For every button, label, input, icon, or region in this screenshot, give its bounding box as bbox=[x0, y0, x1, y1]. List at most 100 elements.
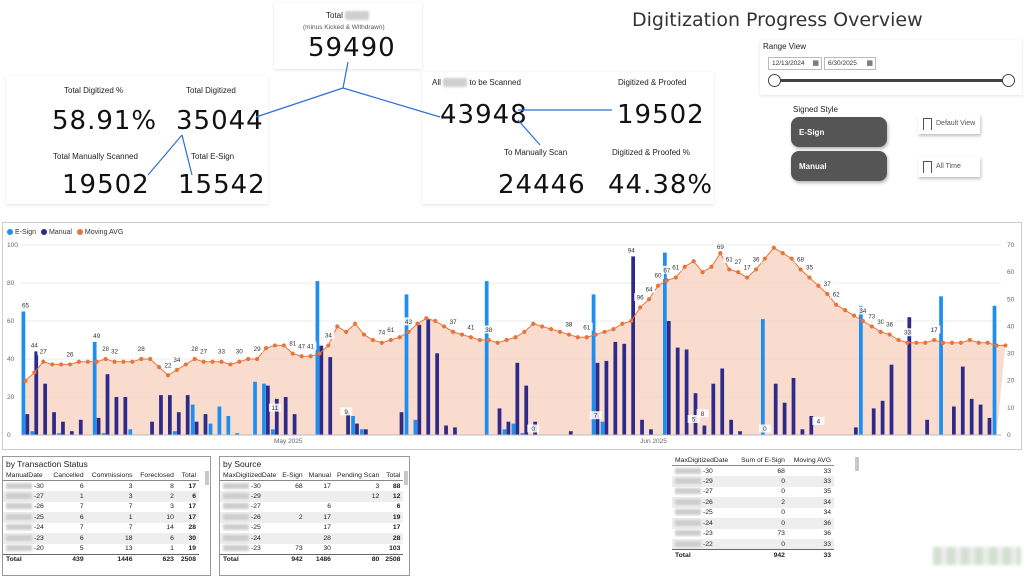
legend-moving-avg[interactable]: Moving AVG bbox=[84, 229, 124, 236]
table-cell: -29 bbox=[672, 476, 735, 487]
end-date-input[interactable]: 6/30/2025 ▦ bbox=[824, 57, 876, 70]
table-cell: 17 bbox=[188, 482, 196, 490]
column-header[interactable]: Total bbox=[382, 471, 404, 481]
esign-toggle-button[interactable]: E-Sign bbox=[791, 117, 887, 147]
table-row[interactable]: -26 7 7 3 17 bbox=[3, 502, 199, 513]
moving-avg-point bbox=[611, 327, 616, 332]
table-row[interactable]: -24 28 28 bbox=[220, 533, 404, 544]
table-cell: 8 bbox=[170, 482, 174, 490]
range-slider-track[interactable] bbox=[774, 79, 1010, 82]
moving-avg-point bbox=[691, 259, 696, 264]
column-header[interactable]: MaxDigitizedDate bbox=[672, 456, 735, 466]
bar-esign bbox=[502, 429, 507, 435]
column-header[interactable]: Cancelled bbox=[48, 471, 87, 481]
scrollbar[interactable] bbox=[855, 457, 859, 471]
table-row[interactable]: -20 5 13 1 19 bbox=[3, 544, 199, 555]
total-cell: Total bbox=[220, 553, 280, 565]
moving-avg-point bbox=[789, 256, 794, 261]
moving-avg-point bbox=[655, 283, 661, 288]
data-label: 41 bbox=[467, 324, 475, 331]
table-row[interactable]: -26 2 17 19 bbox=[220, 512, 404, 523]
manual-toggle-button[interactable]: Manual bbox=[791, 151, 887, 181]
table-row[interactable]: -25 17 17 bbox=[220, 523, 403, 534]
table-cell: -30 bbox=[3, 481, 49, 492]
range-slider-start-handle[interactable] bbox=[768, 74, 781, 87]
column-header[interactable]: E-Sign bbox=[279, 471, 306, 481]
range-slider-end-handle[interactable] bbox=[1002, 74, 1015, 87]
table-row[interactable]: -30 6 3 8 17 bbox=[3, 481, 199, 492]
all-time-bookmark-button[interactable]: All Time bbox=[918, 157, 980, 177]
legend-manual[interactable]: Manual bbox=[48, 229, 72, 236]
column-header[interactable]: Sum of E-Sign bbox=[735, 456, 788, 466]
bar-manual bbox=[78, 419, 83, 435]
table-cell: -20 bbox=[3, 544, 49, 555]
legend-esign[interactable]: E-Sign bbox=[15, 229, 37, 236]
bar-manual bbox=[773, 383, 778, 435]
source-table: by Source MaxDigitizedDate E-Sign Manual Pe… bbox=[219, 456, 410, 576]
table-row[interactable]: -27 6 6 bbox=[220, 502, 403, 513]
table-row[interactable]: -23 73 36 bbox=[672, 529, 834, 540]
table-row[interactable]: -23 6 18 6 30 bbox=[3, 533, 199, 544]
table-row[interactable]: -30 68 17 3 88 bbox=[220, 481, 403, 492]
table-row[interactable]: -27 0 35 bbox=[672, 487, 834, 498]
data-label: 36 bbox=[886, 322, 894, 329]
total-sublabel: (minus Kicked & Withdrawn) bbox=[303, 24, 385, 31]
bar-manual bbox=[114, 397, 119, 435]
column-header[interactable]: Pending Scan bbox=[333, 471, 383, 481]
data-label-bg bbox=[830, 290, 843, 299]
default-view-bookmark-button[interactable]: Default View bbox=[918, 114, 980, 134]
table-row[interactable]: -26 2 34 bbox=[672, 497, 834, 508]
bar-manual bbox=[800, 429, 805, 435]
table-row[interactable]: -27 1 3 2 6 bbox=[3, 491, 199, 502]
scrollbar[interactable] bbox=[205, 471, 209, 485]
bar-manual bbox=[417, 324, 422, 435]
table-row[interactable]: -29 12 12 bbox=[220, 491, 404, 502]
data-label-bg bbox=[821, 279, 834, 288]
bar-manual bbox=[34, 351, 39, 435]
data-label: 61 bbox=[583, 324, 591, 331]
column-header[interactable]: MaxDigitizedDate bbox=[220, 471, 280, 481]
moving-avg-point bbox=[326, 343, 331, 348]
moving-avg-table: MaxDigitizedDate Sum of E-Sign Moving AVG -… bbox=[672, 456, 859, 576]
bar-esign bbox=[172, 431, 177, 435]
table-row[interactable]: -23 73 30 103 bbox=[220, 544, 403, 555]
redacted-date bbox=[223, 545, 249, 552]
moving-avg-point bbox=[994, 343, 999, 348]
table-row[interactable]: -25 0 34 bbox=[672, 508, 834, 519]
data-label-bg bbox=[90, 331, 103, 340]
table-row[interactable]: -25 6 1 10 17 bbox=[3, 512, 199, 523]
column-header[interactable]: Commissions bbox=[86, 471, 136, 481]
column-header[interactable]: Moving AVG bbox=[787, 456, 834, 466]
connector-line bbox=[181, 134, 193, 176]
bar-manual bbox=[96, 417, 101, 435]
column-header[interactable]: Foreclosed bbox=[135, 471, 177, 481]
column-header[interactable]: Total bbox=[176, 471, 199, 481]
table-row[interactable]: -22 0 33 bbox=[672, 539, 834, 550]
moving-avg-point bbox=[548, 327, 554, 332]
start-date-input[interactable]: 12/13/2024 ▦ bbox=[768, 57, 822, 70]
moving-avg-point bbox=[887, 332, 892, 337]
table-cell: -27 bbox=[672, 487, 735, 498]
moving-avg-point bbox=[183, 362, 188, 367]
moving-avg-point bbox=[976, 340, 981, 345]
moving-avg-point bbox=[495, 340, 500, 345]
data-label-bg bbox=[660, 265, 673, 274]
bar-esign bbox=[226, 416, 231, 435]
data-label: 96 bbox=[637, 294, 645, 301]
table-row[interactable]: -24 7 7 14 28 bbox=[3, 523, 199, 534]
column-header[interactable]: Manual bbox=[305, 471, 334, 481]
scrollbar[interactable] bbox=[404, 471, 408, 485]
moving-avg-point bbox=[237, 359, 242, 364]
table-row[interactable]: -30 68 33 bbox=[672, 466, 834, 477]
bar-manual bbox=[70, 431, 74, 435]
column-header[interactable]: ManualDate bbox=[3, 471, 49, 481]
table-row[interactable]: -24 0 36 bbox=[672, 518, 834, 529]
table-cell: 10 bbox=[135, 512, 177, 523]
data-label: 4 bbox=[817, 418, 821, 425]
table-row[interactable]: -29 0 33 bbox=[672, 476, 834, 487]
connector-line bbox=[255, 87, 344, 118]
data-label: 36 bbox=[752, 256, 760, 263]
bar-esign bbox=[30, 431, 35, 435]
total-cell: 33 bbox=[787, 549, 834, 560]
bar-esign bbox=[315, 281, 320, 435]
